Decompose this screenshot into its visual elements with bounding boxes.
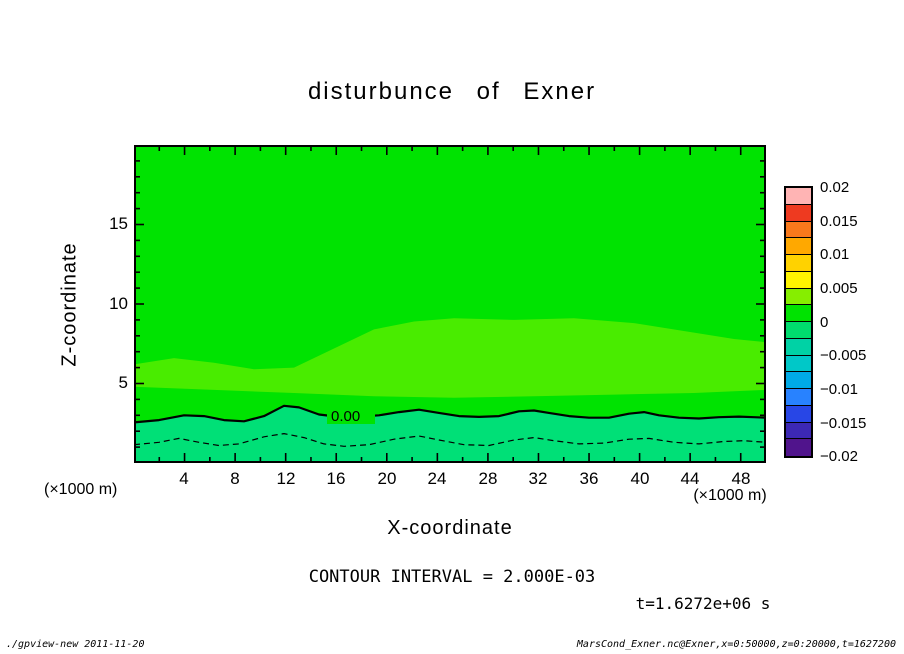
x-tick-label: 28: [478, 469, 498, 488]
colorbar-tick-label: −0.015: [820, 415, 867, 432]
colorbar-tick-label: 0.015: [820, 213, 858, 230]
zero-contour-line: [133, 404, 767, 424]
colorbar-box: [786, 389, 811, 406]
x-axis-unit: (×1000 m): [693, 487, 767, 504]
x-tick-label: 24: [427, 469, 447, 488]
colorbar-box: [786, 405, 811, 423]
x-tick-label: 32: [528, 469, 548, 488]
colorbar-box: [786, 204, 811, 222]
colorbar-box: [786, 221, 811, 239]
colorbar-box: [786, 288, 811, 306]
plot-area: 0.00: [133, 145, 767, 463]
colorbar-box: [786, 322, 811, 339]
colorbar-tick-label: −0.005: [820, 347, 867, 364]
axis-ticks: [135, 146, 765, 462]
x-tick-label: 48: [731, 469, 751, 488]
negative-contour-line: [133, 433, 767, 447]
x-tick-label: 12: [276, 469, 296, 488]
x-tick-label: 44: [680, 469, 700, 488]
colorbar-box: [786, 188, 811, 205]
zero-contour-label-bg: [327, 407, 375, 424]
colorbar-box: [786, 305, 811, 322]
colorbar-tick-label: −0.02: [820, 448, 858, 465]
x-tick-label: 20: [377, 469, 397, 488]
z-tick-label: 10: [109, 294, 128, 313]
colorbar-box: [786, 238, 811, 255]
plot-svg: 0.00: [133, 145, 767, 463]
x-tick-label: 16: [326, 469, 346, 488]
x-tick-label: 36: [579, 469, 599, 488]
colorbar-tick-label: 0.005: [820, 280, 858, 297]
field-base: [134, 145, 766, 463]
x-tick-label: 4: [179, 469, 189, 488]
x-tick-label: 8: [230, 469, 240, 488]
colorbar-boxes: [784, 186, 813, 458]
colorbar-box: [786, 355, 811, 373]
colorbar-box: [786, 338, 811, 356]
colorbar-tick-label: −0.01: [820, 381, 858, 398]
field-light-region: [134, 318, 766, 398]
y-axis-label: Z-coordinate: [58, 241, 81, 367]
colorbar-box: [786, 372, 811, 389]
z-tick-label: 5: [118, 373, 128, 392]
z-tick-label: 15: [109, 214, 128, 233]
z-axis-unit: (×1000 m): [44, 481, 118, 498]
x-axis-label: X-coordinate: [387, 517, 513, 539]
zero-contour-label: 0.00: [331, 408, 360, 425]
colorbar-box: [786, 271, 811, 289]
colorbar-tick-label: 0.02: [820, 179, 850, 196]
time-annotation: t=1.6272e+06 s: [635, 594, 771, 613]
field-below-zero-region: [134, 405, 766, 463]
colorbar-tick-label: 0.01: [820, 246, 850, 263]
colorbar-box: [786, 255, 811, 272]
colorbar-tick-label: 0: [820, 314, 829, 331]
footer-right: MarsCond_Exner.nc@Exner,x=0:50000,z=0:20…: [576, 639, 896, 650]
x-tick-label: 40: [630, 469, 650, 488]
contour-interval-note: CONTOUR INTERVAL = 2.000E-03: [308, 567, 596, 587]
footer-left: ./gpview-new 2011-11-20: [6, 639, 145, 650]
colorbar-box: [786, 439, 811, 456]
colorbar-box: [786, 422, 811, 440]
chart-title: disturbunce of Exner: [307, 78, 597, 105]
